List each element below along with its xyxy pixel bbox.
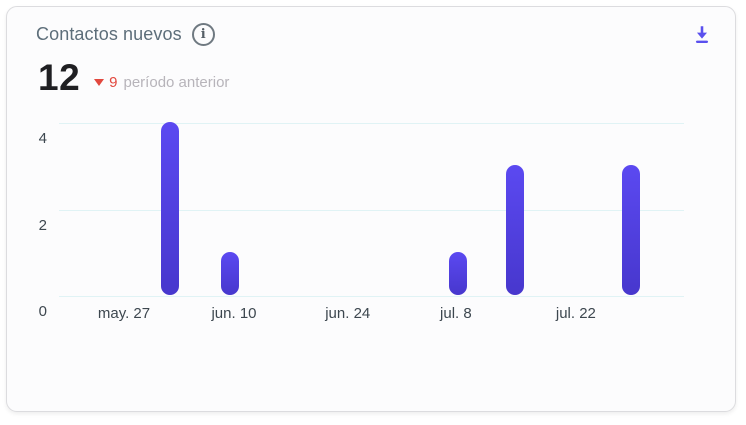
card-header: Contactos nuevos i — [36, 21, 715, 47]
x-axis-tick-label: jul. 8 — [440, 305, 472, 322]
y-axis-tick-label: 2 — [38, 216, 47, 234]
x-axis-tick-label: jun. 24 — [325, 305, 371, 322]
delta-value: 9 — [109, 74, 118, 91]
info-icon[interactable]: i — [191, 22, 215, 46]
bar[interactable] — [221, 251, 240, 295]
bar[interactable] — [161, 122, 180, 295]
bar[interactable] — [621, 165, 640, 295]
arrow-down-icon — [94, 79, 105, 86]
contacts-chart-card: Contactos nuevos i 12 9 período anterior… — [6, 6, 736, 412]
card-title: Contactos nuevos — [36, 23, 182, 44]
download-icon — [691, 23, 713, 45]
y-axis-tick-label: 0 — [38, 303, 47, 320]
bar[interactable] — [448, 251, 467, 295]
x-axis-tick-label: jul. 22 — [555, 305, 596, 322]
metric-value: 12 — [38, 57, 81, 98]
x-axis-tick-label: may. 27 — [97, 305, 151, 322]
gridline — [59, 209, 684, 211]
gridline — [59, 123, 684, 124]
metric-row: 12 9 período anterior — [38, 59, 229, 96]
bar-chart-plot: 0 2 4 may. 27 jun. 10 jun. 24 jul. 8 jul. 22 — [39, 122, 684, 322]
gridline — [59, 296, 684, 297]
bar[interactable] — [506, 165, 525, 295]
y-axis-tick-label: 4 — [38, 130, 47, 147]
x-axis-tick-label: jun. 10 — [211, 305, 257, 322]
download-button[interactable] — [689, 21, 715, 47]
delta-label: período anterior — [123, 74, 230, 91]
metric-delta: 9 período anterior — [94, 74, 229, 91]
